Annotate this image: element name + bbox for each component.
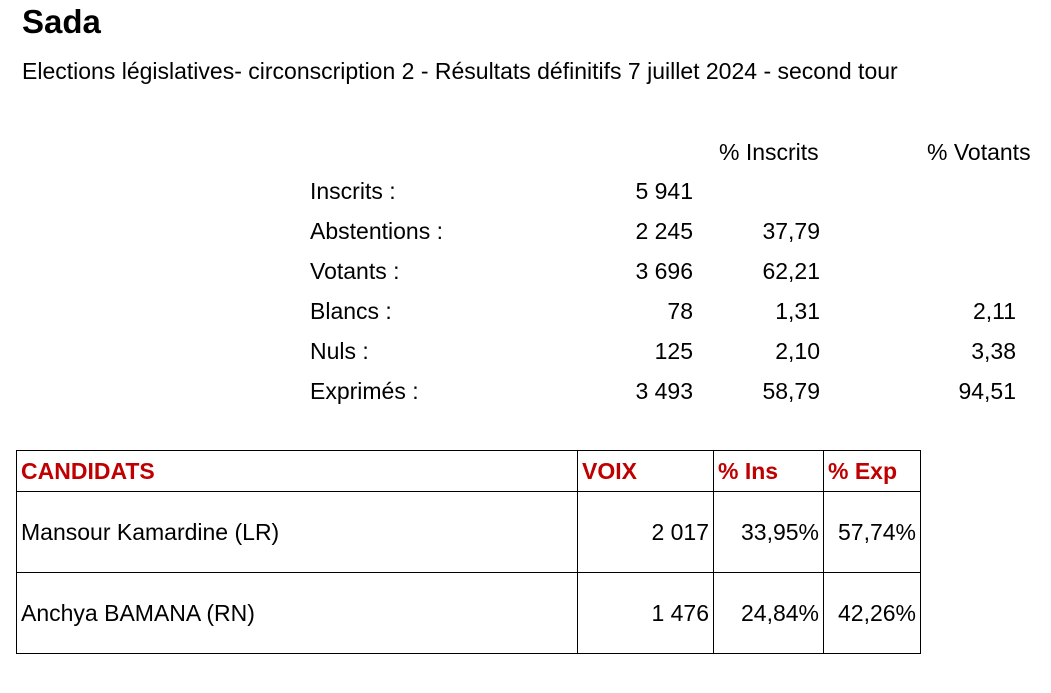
stat-pct-inscrits: 62,21: [762, 258, 820, 284]
stat-row-blancs: Blancs : 78 1,31 2,11: [0, 291, 1051, 331]
candidate-pct-exp: 42,26%: [823, 572, 921, 654]
stat-row-inscrits: Inscrits : 5 941: [0, 171, 1051, 211]
stat-pct-votants: 94,51: [958, 378, 1016, 404]
stat-pct-votants: 3,38: [971, 338, 1016, 364]
stat-pct-votants: 2,11: [972, 298, 1016, 324]
stat-count: 125: [654, 338, 693, 364]
header-pct-inscrits: % Inscrits: [719, 139, 819, 165]
stat-label: Exprimés :: [310, 378, 419, 404]
candidate-pct-exp: 57,74%: [823, 491, 921, 573]
candidate-voix: 2 017: [577, 491, 714, 573]
candidate-name: Anchya BAMANA (RN): [16, 572, 578, 654]
stat-pct-inscrits: 58,79: [762, 378, 820, 404]
stat-count: 78: [667, 298, 693, 324]
stat-pct-inscrits: 2,10: [775, 338, 820, 364]
stat-pct-inscrits: 37,79: [762, 218, 820, 244]
stat-row-votants: Votants : 3 696 62,21: [0, 251, 1051, 291]
stat-label: Blancs :: [310, 298, 392, 324]
stat-count: 2 245: [635, 218, 693, 244]
col-header-pct-ins: % Ins: [713, 450, 824, 492]
stat-label: Votants :: [310, 258, 400, 284]
page-title: Sada: [22, 3, 101, 40]
table-row: Anchya BAMANA (RN) 1 476 24,84% 42,26%: [16, 572, 921, 654]
header-pct-votants: % Votants: [927, 139, 1031, 165]
stat-row-nuls: Nuls : 125 2,10 3,38: [0, 331, 1051, 371]
page-subtitle: Elections législatives- circonscription …: [22, 58, 898, 84]
col-header-pct-exp: % Exp: [823, 450, 921, 492]
col-header-candidats: CANDIDATS: [16, 450, 578, 492]
table-header-row: CANDIDATS VOIX % Ins % Exp: [16, 450, 921, 492]
candidates-table: CANDIDATS VOIX % Ins % Exp Mansour Kamar…: [16, 450, 921, 654]
stat-label: Abstentions :: [310, 218, 443, 244]
stat-pct-inscrits: 1,31: [775, 298, 820, 324]
candidate-pct-ins: 33,95%: [713, 491, 824, 573]
stat-row-abstentions: Abstentions : 2 245 37,79: [0, 211, 1051, 251]
stat-count: 3 493: [635, 378, 693, 404]
candidate-voix: 1 476: [577, 572, 714, 654]
stat-count: 5 941: [635, 178, 693, 204]
candidate-name: Mansour Kamardine (LR): [16, 491, 578, 573]
stat-label: Nuls :: [310, 338, 369, 364]
table-row: Mansour Kamardine (LR) 2 017 33,95% 57,7…: [16, 491, 921, 573]
col-header-voix: VOIX: [577, 450, 714, 492]
stat-row-exprimes: Exprimés : 3 493 58,79 94,51: [0, 371, 1051, 411]
candidate-pct-ins: 24,84%: [713, 572, 824, 654]
stat-count: 3 696: [635, 258, 693, 284]
stat-label: Inscrits :: [310, 178, 396, 204]
